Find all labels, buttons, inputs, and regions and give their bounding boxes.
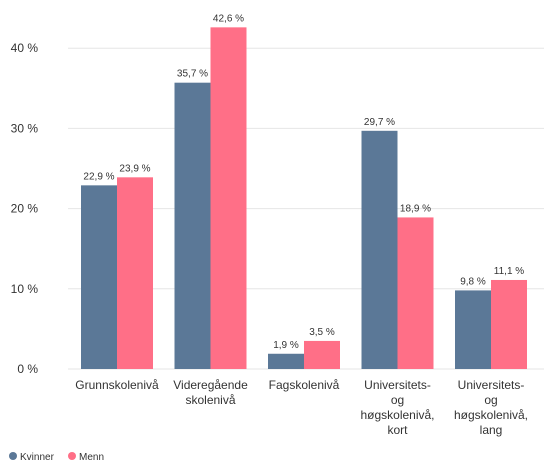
data-label: 18,9 % [400,203,431,214]
bar-kvinner [361,130,398,369]
bar-kvinner [268,353,304,369]
data-labels: 22,9 % 23,9 % 35,7 % 42,6 % 1,9 % 3,5 % 29,7 %… [83,13,524,350]
data-label: 23,9 % [119,163,150,174]
category-label-line: skolenivå [185,393,235,407]
legend-marker-kvinner [9,452,17,460]
category-label-line: Universitets- [364,378,431,392]
category-label-line: Grunnskolenivå [75,378,159,392]
y-tick-label: 10 % [11,282,39,296]
data-label: 1,9 % [273,340,299,351]
category-label: Fagskolenivå [269,378,340,392]
bar-kvinner [455,290,491,369]
bar-menn [210,27,247,370]
category-label-line: høgskolenivå, [360,408,434,422]
category-label-line: Universitets- [458,378,525,392]
bar-kvinner [81,185,117,369]
data-label: 22,9 % [83,171,114,182]
category-label-line: Videregående [173,378,248,392]
category-label-line: lang [480,423,503,437]
bar-menn [491,279,527,369]
data-label: 3,5 % [309,327,335,338]
data-label: 35,7 % [177,69,208,80]
legend-label-menn: Menn [79,452,104,463]
category-label: Grunnskolenivå [75,378,159,392]
data-label: 11,1 % [494,266,524,277]
y-tick-label: 20 % [11,202,39,216]
bars [81,27,527,370]
category-label-line: og [484,393,497,407]
legend-label-kvinner: Kvinner [20,452,55,463]
category-label: Universitets-og høgskolenivå, lang [454,378,528,437]
category-label-line: Fagskolenivå [269,378,340,392]
legend: Kvinner Menn [9,452,104,463]
category-label-line: kort [387,423,408,437]
legend-marker-menn [68,452,76,460]
bar-menn [117,177,153,369]
data-label: 29,7 % [364,117,395,128]
category-label: Universitets-og høgskolenivå, kort [360,378,434,437]
y-tick-label: 30 % [11,121,39,135]
category-label-line: og [391,393,404,407]
bar-menn [304,340,340,369]
category-label-line: høgskolenivå, [454,408,528,422]
category-label: Videregående skolenivå [173,378,248,407]
data-label: 9,8 % [460,276,486,287]
y-axis: 0 % 10 % 20 % 30 % 40 % [11,41,39,376]
bar-menn [397,217,434,369]
x-axis: Grunnskolenivå Videregående skolenivå Fagsk… [75,378,528,437]
bar-kvinner [174,82,211,369]
y-tick-label: 0 % [17,362,38,376]
y-tick-label: 40 % [11,41,39,55]
data-label: 42,6 % [213,13,244,24]
